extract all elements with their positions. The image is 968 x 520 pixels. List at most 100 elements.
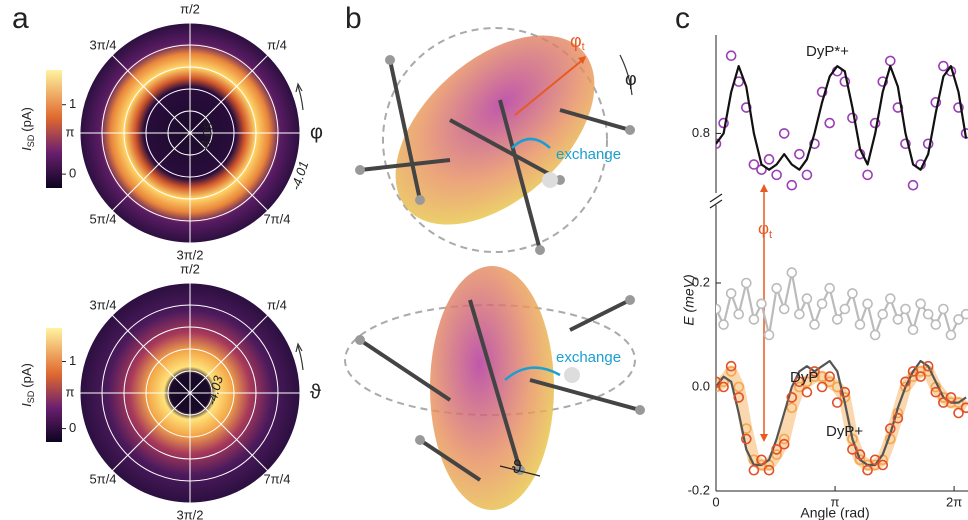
y-tick-label: -0.2 xyxy=(688,482,710,497)
marker xyxy=(749,315,758,324)
x-tick-label: π xyxy=(831,494,840,509)
angle-symbol: φ xyxy=(570,31,582,51)
colorbar-label: ISD(pA) xyxy=(19,107,36,151)
colorbar-subscript: SD xyxy=(26,134,36,147)
x-tick-label: 2π xyxy=(946,494,962,509)
marker xyxy=(939,305,948,314)
angle-label: 5π/4 xyxy=(90,211,117,226)
polar-top xyxy=(80,23,300,243)
marker xyxy=(765,331,774,340)
angle-label: 5π/4 xyxy=(90,471,117,486)
marker xyxy=(772,170,781,179)
colorbar xyxy=(46,328,62,442)
angle-subscript: t xyxy=(582,41,585,53)
annotation-symbol: φ xyxy=(758,219,769,238)
marker xyxy=(833,315,842,324)
x-tick-label: 0 xyxy=(712,494,719,509)
angle-label: 7π/4 xyxy=(263,211,290,226)
angle-label: π/4 xyxy=(267,37,287,52)
line xyxy=(716,273,966,335)
marker xyxy=(765,155,774,164)
angle-label: 3π/2 xyxy=(176,507,203,520)
figure: a b c φ ϑ -4.05 -4.01 -4.03 4.00 φt φ ex… xyxy=(0,0,968,520)
y-tick-label: 0.2 xyxy=(692,274,710,289)
marker xyxy=(924,310,933,319)
marker xyxy=(825,119,834,128)
marker xyxy=(840,305,849,314)
marker xyxy=(848,289,857,298)
colorbar-tick-label: 1 xyxy=(69,353,76,368)
marker xyxy=(719,320,728,329)
series-label: DyP+ xyxy=(826,423,863,440)
colorbar-tick-label: 0 xyxy=(69,166,76,181)
colorbar-tick-label: 0 xyxy=(69,420,76,435)
colorbar-label: ISD(pA) xyxy=(19,363,36,407)
polar-grid xyxy=(80,23,300,243)
marker xyxy=(818,299,827,308)
axis-symbol: φ xyxy=(310,121,323,143)
panel-label: a xyxy=(12,2,29,35)
marker xyxy=(909,181,918,190)
marker xyxy=(909,325,918,334)
page: a b c φ ϑ -4.05 -4.01 -4.03 4.00 φt φ ex… xyxy=(0,0,968,520)
colorbar-unit: (pA) xyxy=(19,363,34,388)
angle-label: π/2 xyxy=(180,1,200,16)
marker xyxy=(931,320,940,329)
angle-label: π/2 xyxy=(180,261,200,276)
annotation-subscript: t xyxy=(769,229,772,241)
marker xyxy=(810,320,819,329)
marker xyxy=(946,331,955,340)
marker xyxy=(878,310,887,319)
angle-label: 7π/4 xyxy=(263,471,290,486)
panel-label: b xyxy=(345,2,362,35)
colorbar xyxy=(46,70,62,188)
marker xyxy=(886,294,895,303)
panel-label: c xyxy=(675,2,690,35)
angle-label: 3π/2 xyxy=(176,247,203,262)
polar-grid xyxy=(80,283,300,503)
annotation: exchange xyxy=(556,349,621,366)
axis-symbol: φ xyxy=(625,69,637,89)
axis-symbol: ϑ xyxy=(310,381,321,403)
marker xyxy=(795,310,804,319)
plot-area xyxy=(712,51,968,474)
colorbar-subscript: SD xyxy=(26,390,36,403)
series-label: DyP*+ xyxy=(806,43,849,60)
series-label: DyP xyxy=(790,369,818,386)
marker xyxy=(871,331,880,340)
marker xyxy=(795,150,804,159)
molecule-top xyxy=(355,0,635,261)
angle-label: 3π/4 xyxy=(90,297,117,312)
marker xyxy=(825,284,834,293)
marker xyxy=(780,129,789,138)
marker xyxy=(856,320,865,329)
marker xyxy=(863,170,872,179)
colorbar-unit: (pA) xyxy=(19,107,34,132)
angle-label: π xyxy=(66,384,75,399)
angle-label: π/4 xyxy=(267,297,287,312)
marker xyxy=(742,279,751,288)
marker xyxy=(734,310,743,319)
polar-bottom xyxy=(80,283,300,503)
annotation: exchange xyxy=(556,146,621,163)
marker xyxy=(863,299,872,308)
annotation: φt xyxy=(758,219,772,240)
marker xyxy=(901,305,910,314)
marker xyxy=(802,170,811,179)
marker xyxy=(916,299,925,308)
marker xyxy=(787,268,796,277)
angle-label: 3π/4 xyxy=(90,37,117,52)
axis-symbol: ϑ xyxy=(512,457,522,477)
marker xyxy=(727,51,736,60)
y-tick-label: 0.0 xyxy=(692,378,710,393)
marker xyxy=(802,294,811,303)
marker xyxy=(772,284,781,293)
marker xyxy=(886,56,895,65)
marker xyxy=(780,305,789,314)
marker xyxy=(727,289,736,298)
marker xyxy=(757,299,766,308)
marker xyxy=(787,181,796,190)
marker xyxy=(962,310,968,319)
y-tick-label: 0.8 xyxy=(692,125,710,140)
marker xyxy=(712,305,721,314)
